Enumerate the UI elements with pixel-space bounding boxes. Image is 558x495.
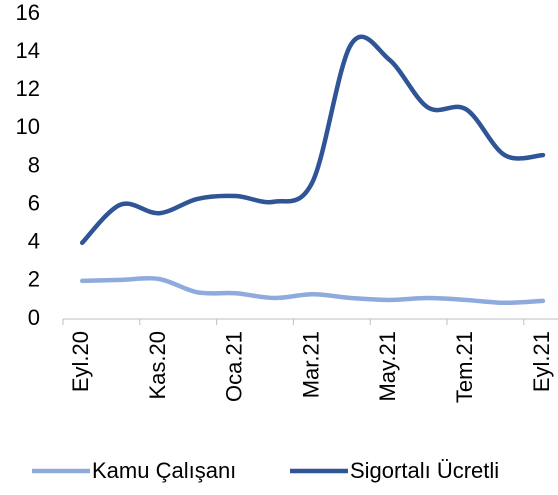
legend-label: Kamu Çalışanı — [92, 458, 236, 483]
x-tick-label: May.21 — [375, 331, 400, 402]
y-tick-label: 16 — [16, 0, 40, 25]
y-tick-label: 6 — [28, 190, 40, 215]
y-tick-label: 2 — [28, 267, 40, 292]
x-tick-label: Eyl.20 — [68, 331, 93, 392]
y-tick-label: 0 — [28, 305, 40, 330]
x-tick-label: Mar.21 — [298, 331, 323, 398]
x-tick-label: Eyl.21 — [529, 331, 554, 392]
y-tick-label: 8 — [28, 152, 40, 177]
series-line — [79, 34, 546, 245]
y-tick-label: 12 — [16, 76, 40, 101]
x-tick-label: Tem.21 — [452, 331, 477, 403]
x-tick-label: Kas.20 — [145, 331, 170, 400]
legend-label: Sigortalı Ücretli — [350, 458, 499, 483]
y-tick-label: 4 — [28, 229, 40, 254]
x-tick-label: Oca.21 — [222, 331, 247, 402]
y-tick-label: 14 — [16, 38, 40, 63]
series-line — [79, 275, 546, 306]
y-tick-label: 10 — [16, 114, 40, 139]
